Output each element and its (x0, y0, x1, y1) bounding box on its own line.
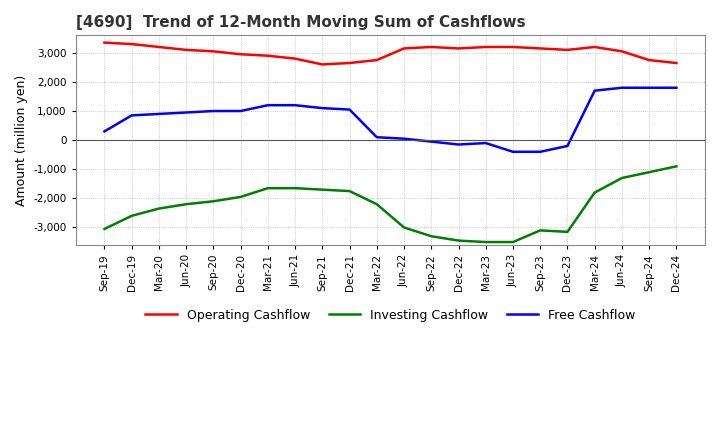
Operating Cashflow (291, 56, 300, 61)
Investing Cashflow (454, 238, 463, 243)
Operating Cashflow (508, 44, 517, 50)
Free Cashflow (100, 129, 109, 134)
Free Cashflow (264, 103, 272, 108)
Operating Cashflow (618, 49, 626, 54)
Investing Cashflow (155, 206, 163, 211)
Investing Cashflow (264, 186, 272, 191)
Free Cashflow (372, 135, 381, 140)
Free Cashflow (427, 139, 436, 144)
Free Cashflow (236, 108, 245, 114)
Operating Cashflow (590, 44, 599, 50)
Line: Operating Cashflow: Operating Cashflow (104, 43, 676, 64)
Investing Cashflow (372, 202, 381, 207)
Text: [4690]  Trend of 12-Month Moving Sum of Cashflows: [4690] Trend of 12-Month Moving Sum of C… (76, 15, 526, 30)
Free Cashflow (400, 136, 408, 141)
Investing Cashflow (590, 190, 599, 195)
Investing Cashflow (346, 188, 354, 194)
Free Cashflow (182, 110, 191, 115)
Line: Investing Cashflow: Investing Cashflow (104, 166, 676, 242)
Free Cashflow (454, 142, 463, 147)
Investing Cashflow (536, 228, 544, 233)
Free Cashflow (482, 140, 490, 146)
Operating Cashflow (672, 60, 680, 66)
Free Cashflow (618, 85, 626, 90)
Operating Cashflow (127, 41, 136, 47)
Free Cashflow (209, 108, 217, 114)
Operating Cashflow (236, 51, 245, 57)
Free Cashflow (672, 85, 680, 90)
Investing Cashflow (291, 186, 300, 191)
Y-axis label: Amount (million yen): Amount (million yen) (15, 74, 28, 206)
Investing Cashflow (427, 234, 436, 239)
Line: Free Cashflow: Free Cashflow (104, 88, 676, 152)
Operating Cashflow (645, 58, 654, 63)
Operating Cashflow (346, 60, 354, 66)
Investing Cashflow (100, 226, 109, 231)
Operating Cashflow (563, 47, 572, 52)
Operating Cashflow (318, 62, 327, 67)
Operating Cashflow (209, 49, 217, 54)
Operating Cashflow (100, 40, 109, 45)
Investing Cashflow (508, 239, 517, 245)
Operating Cashflow (482, 44, 490, 50)
Free Cashflow (346, 107, 354, 112)
Operating Cashflow (536, 46, 544, 51)
Investing Cashflow (209, 198, 217, 204)
Free Cashflow (536, 149, 544, 154)
Operating Cashflow (454, 46, 463, 51)
Investing Cashflow (563, 229, 572, 235)
Operating Cashflow (182, 47, 191, 52)
Free Cashflow (590, 88, 599, 93)
Investing Cashflow (127, 213, 136, 219)
Free Cashflow (127, 113, 136, 118)
Free Cashflow (291, 103, 300, 108)
Operating Cashflow (155, 44, 163, 50)
Free Cashflow (645, 85, 654, 90)
Operating Cashflow (372, 58, 381, 63)
Operating Cashflow (264, 53, 272, 59)
Investing Cashflow (672, 164, 680, 169)
Investing Cashflow (645, 169, 654, 175)
Free Cashflow (563, 143, 572, 149)
Investing Cashflow (618, 176, 626, 181)
Free Cashflow (318, 106, 327, 111)
Investing Cashflow (318, 187, 327, 192)
Legend: Operating Cashflow, Investing Cashflow, Free Cashflow: Operating Cashflow, Investing Cashflow, … (140, 304, 641, 327)
Investing Cashflow (482, 239, 490, 245)
Investing Cashflow (400, 225, 408, 230)
Investing Cashflow (182, 202, 191, 207)
Free Cashflow (508, 149, 517, 154)
Investing Cashflow (236, 194, 245, 200)
Free Cashflow (155, 111, 163, 117)
Operating Cashflow (427, 44, 436, 50)
Operating Cashflow (400, 46, 408, 51)
